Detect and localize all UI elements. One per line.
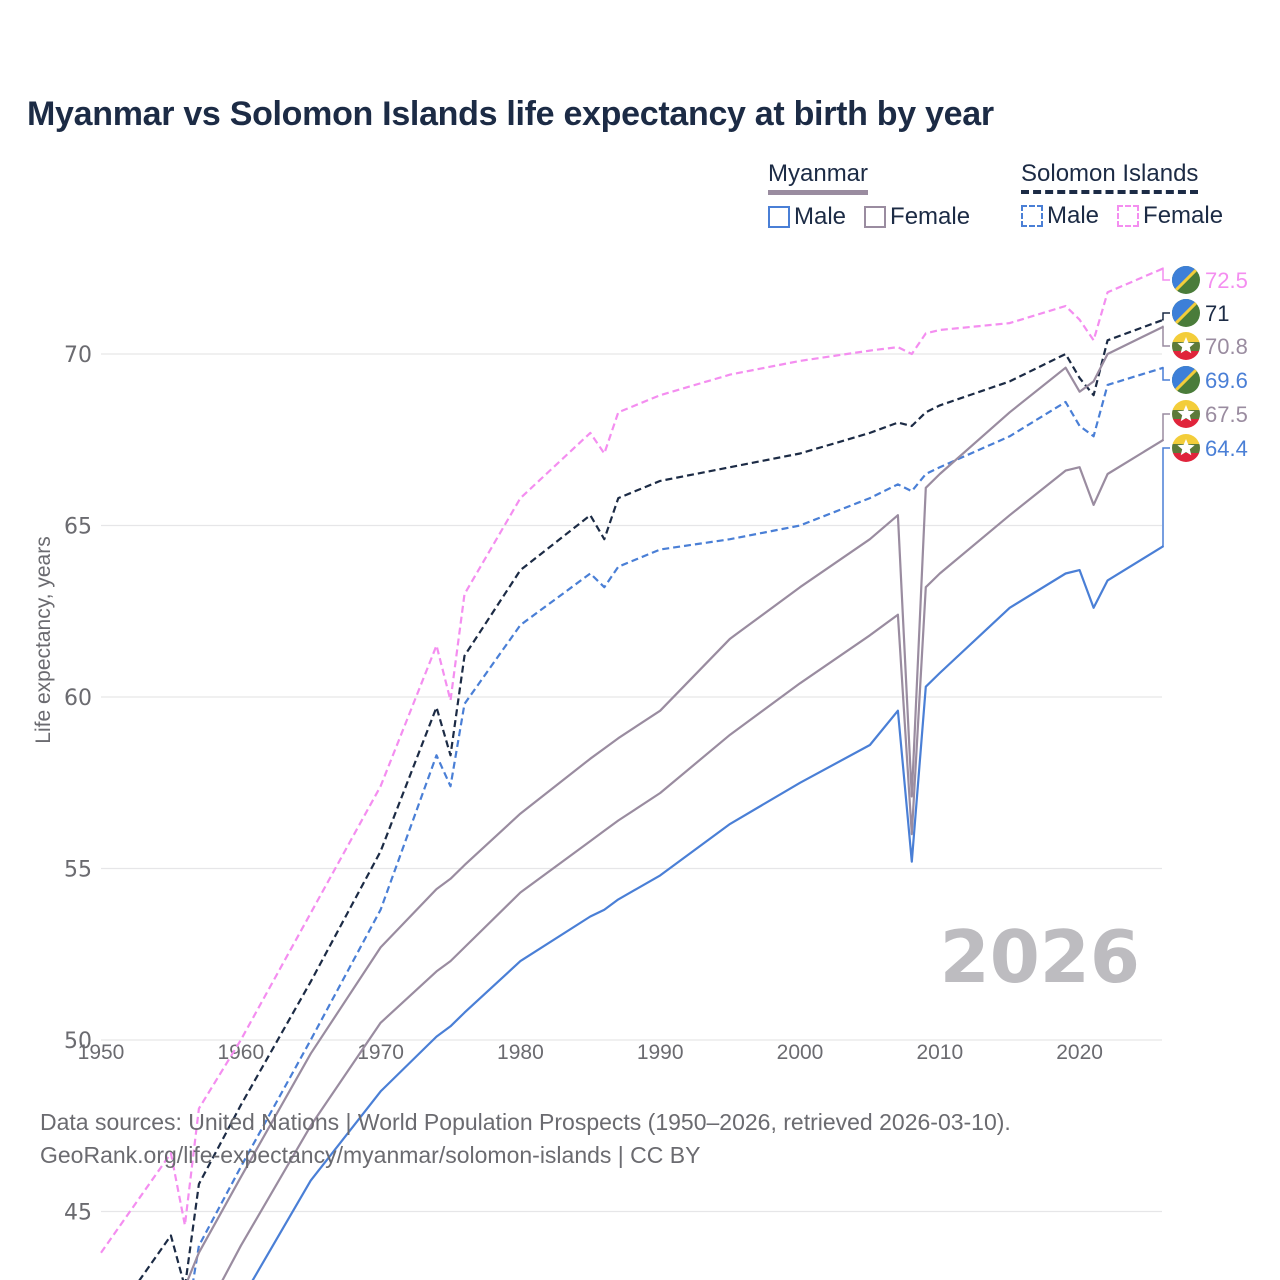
solomon-islands-flag-icon bbox=[1172, 366, 1200, 394]
end-value-label: 67.5 bbox=[1205, 402, 1248, 427]
end-value-label: 69.6 bbox=[1205, 368, 1248, 393]
x-tick-label: 2010 bbox=[916, 1041, 963, 1064]
y-tick-label: 50 bbox=[64, 1029, 92, 1054]
attribution-link[interactable]: GeoRank.org/life-expectancy/myanmar/solo… bbox=[40, 1142, 701, 1168]
leader-line bbox=[1162, 413, 1170, 441]
gridlines bbox=[101, 353, 1162, 1213]
chart-title: Myanmar vs Solomon Islands life expectan… bbox=[27, 95, 994, 133]
swatch-dashed-blue-icon bbox=[1021, 205, 1043, 227]
legend-label: Female bbox=[890, 203, 971, 230]
legend-item-solomon-male[interactable]: Male bbox=[1021, 202, 1099, 230]
x-axis-ticks: 1950 1960 1970 1980 1990 2000 2010 2020 bbox=[78, 1041, 1103, 1064]
y-tick-label: 60 bbox=[64, 686, 92, 711]
series-line[interactable] bbox=[101, 545, 1165, 1280]
myanmar-flag-icon bbox=[1172, 400, 1200, 428]
end-value-label: 70.8 bbox=[1205, 334, 1248, 359]
legend-group-myanmar: Myanmar Male Female bbox=[768, 160, 970, 231]
data-lines bbox=[100, 267, 1165, 1280]
leader-line bbox=[1162, 312, 1170, 321]
swatch-solid-blue-icon bbox=[768, 206, 790, 228]
myanmar-flag-icon bbox=[1172, 332, 1200, 360]
solomon-islands-flag-icon bbox=[1172, 299, 1200, 327]
y-axis-ticks: 3540455055606570 bbox=[64, 343, 92, 1226]
y-axis-label: Life expectancy, years bbox=[32, 536, 55, 743]
data-source: Data sources: United Nations | World Pop… bbox=[40, 1109, 1011, 1135]
y-tick-label: 55 bbox=[64, 858, 92, 883]
leader-line bbox=[1162, 447, 1170, 547]
swatch-solid-mauve-icon bbox=[864, 206, 887, 228]
x-tick-label: 2000 bbox=[777, 1041, 824, 1064]
legend-label: Female bbox=[1143, 202, 1224, 229]
leader-line bbox=[1162, 267, 1170, 281]
legend-group-title: Myanmar bbox=[768, 160, 869, 195]
y-tick-label: 65 bbox=[64, 515, 92, 540]
x-tick-label: 1970 bbox=[357, 1041, 404, 1064]
x-tick-label: 1960 bbox=[217, 1041, 264, 1064]
series-line[interactable] bbox=[100, 267, 1164, 1254]
leader-line bbox=[1162, 366, 1170, 381]
legend-label: Male bbox=[794, 203, 847, 230]
x-tick-label: 2020 bbox=[1056, 1041, 1103, 1064]
series-line[interactable] bbox=[101, 366, 1164, 1280]
y-tick-label: 45 bbox=[64, 1201, 92, 1226]
legend-item-myanmar-male[interactable]: Male bbox=[768, 203, 846, 231]
series-line[interactable] bbox=[101, 318, 1164, 1280]
series-line[interactable] bbox=[101, 438, 1165, 1280]
solomon-islands-flag-icon bbox=[1172, 266, 1200, 294]
myanmar-flag-icon bbox=[1172, 434, 1200, 462]
series-line[interactable] bbox=[101, 325, 1164, 1280]
end-labels: 72.5 71 70.8 69.6 67.5 64.4 bbox=[1162, 266, 1248, 547]
x-tick-label: 1980 bbox=[497, 1041, 544, 1064]
end-value-label: 72.5 bbox=[1205, 268, 1248, 293]
y-tick-label: 70 bbox=[64, 343, 92, 368]
end-value-label: 71 bbox=[1205, 301, 1229, 326]
footer: Data sources: United Nations | World Pop… bbox=[40, 1106, 1011, 1172]
end-value-label: 64.4 bbox=[1205, 436, 1248, 461]
swatch-dashed-pink-icon bbox=[1117, 205, 1140, 227]
legend-group-solomon-islands: Solomon Islands Male Female bbox=[1021, 160, 1223, 230]
legend-group-title: Solomon Islands bbox=[1021, 160, 1199, 194]
leader-line bbox=[1162, 325, 1170, 347]
year-watermark: 2026 bbox=[940, 915, 1140, 999]
legend-label: Male bbox=[1047, 202, 1100, 229]
x-tick-label: 1950 bbox=[78, 1041, 125, 1064]
legend-item-myanmar-female[interactable]: Female bbox=[864, 203, 970, 231]
legend-item-solomon-female[interactable]: Female bbox=[1117, 202, 1223, 230]
x-tick-label: 1990 bbox=[637, 1041, 684, 1064]
